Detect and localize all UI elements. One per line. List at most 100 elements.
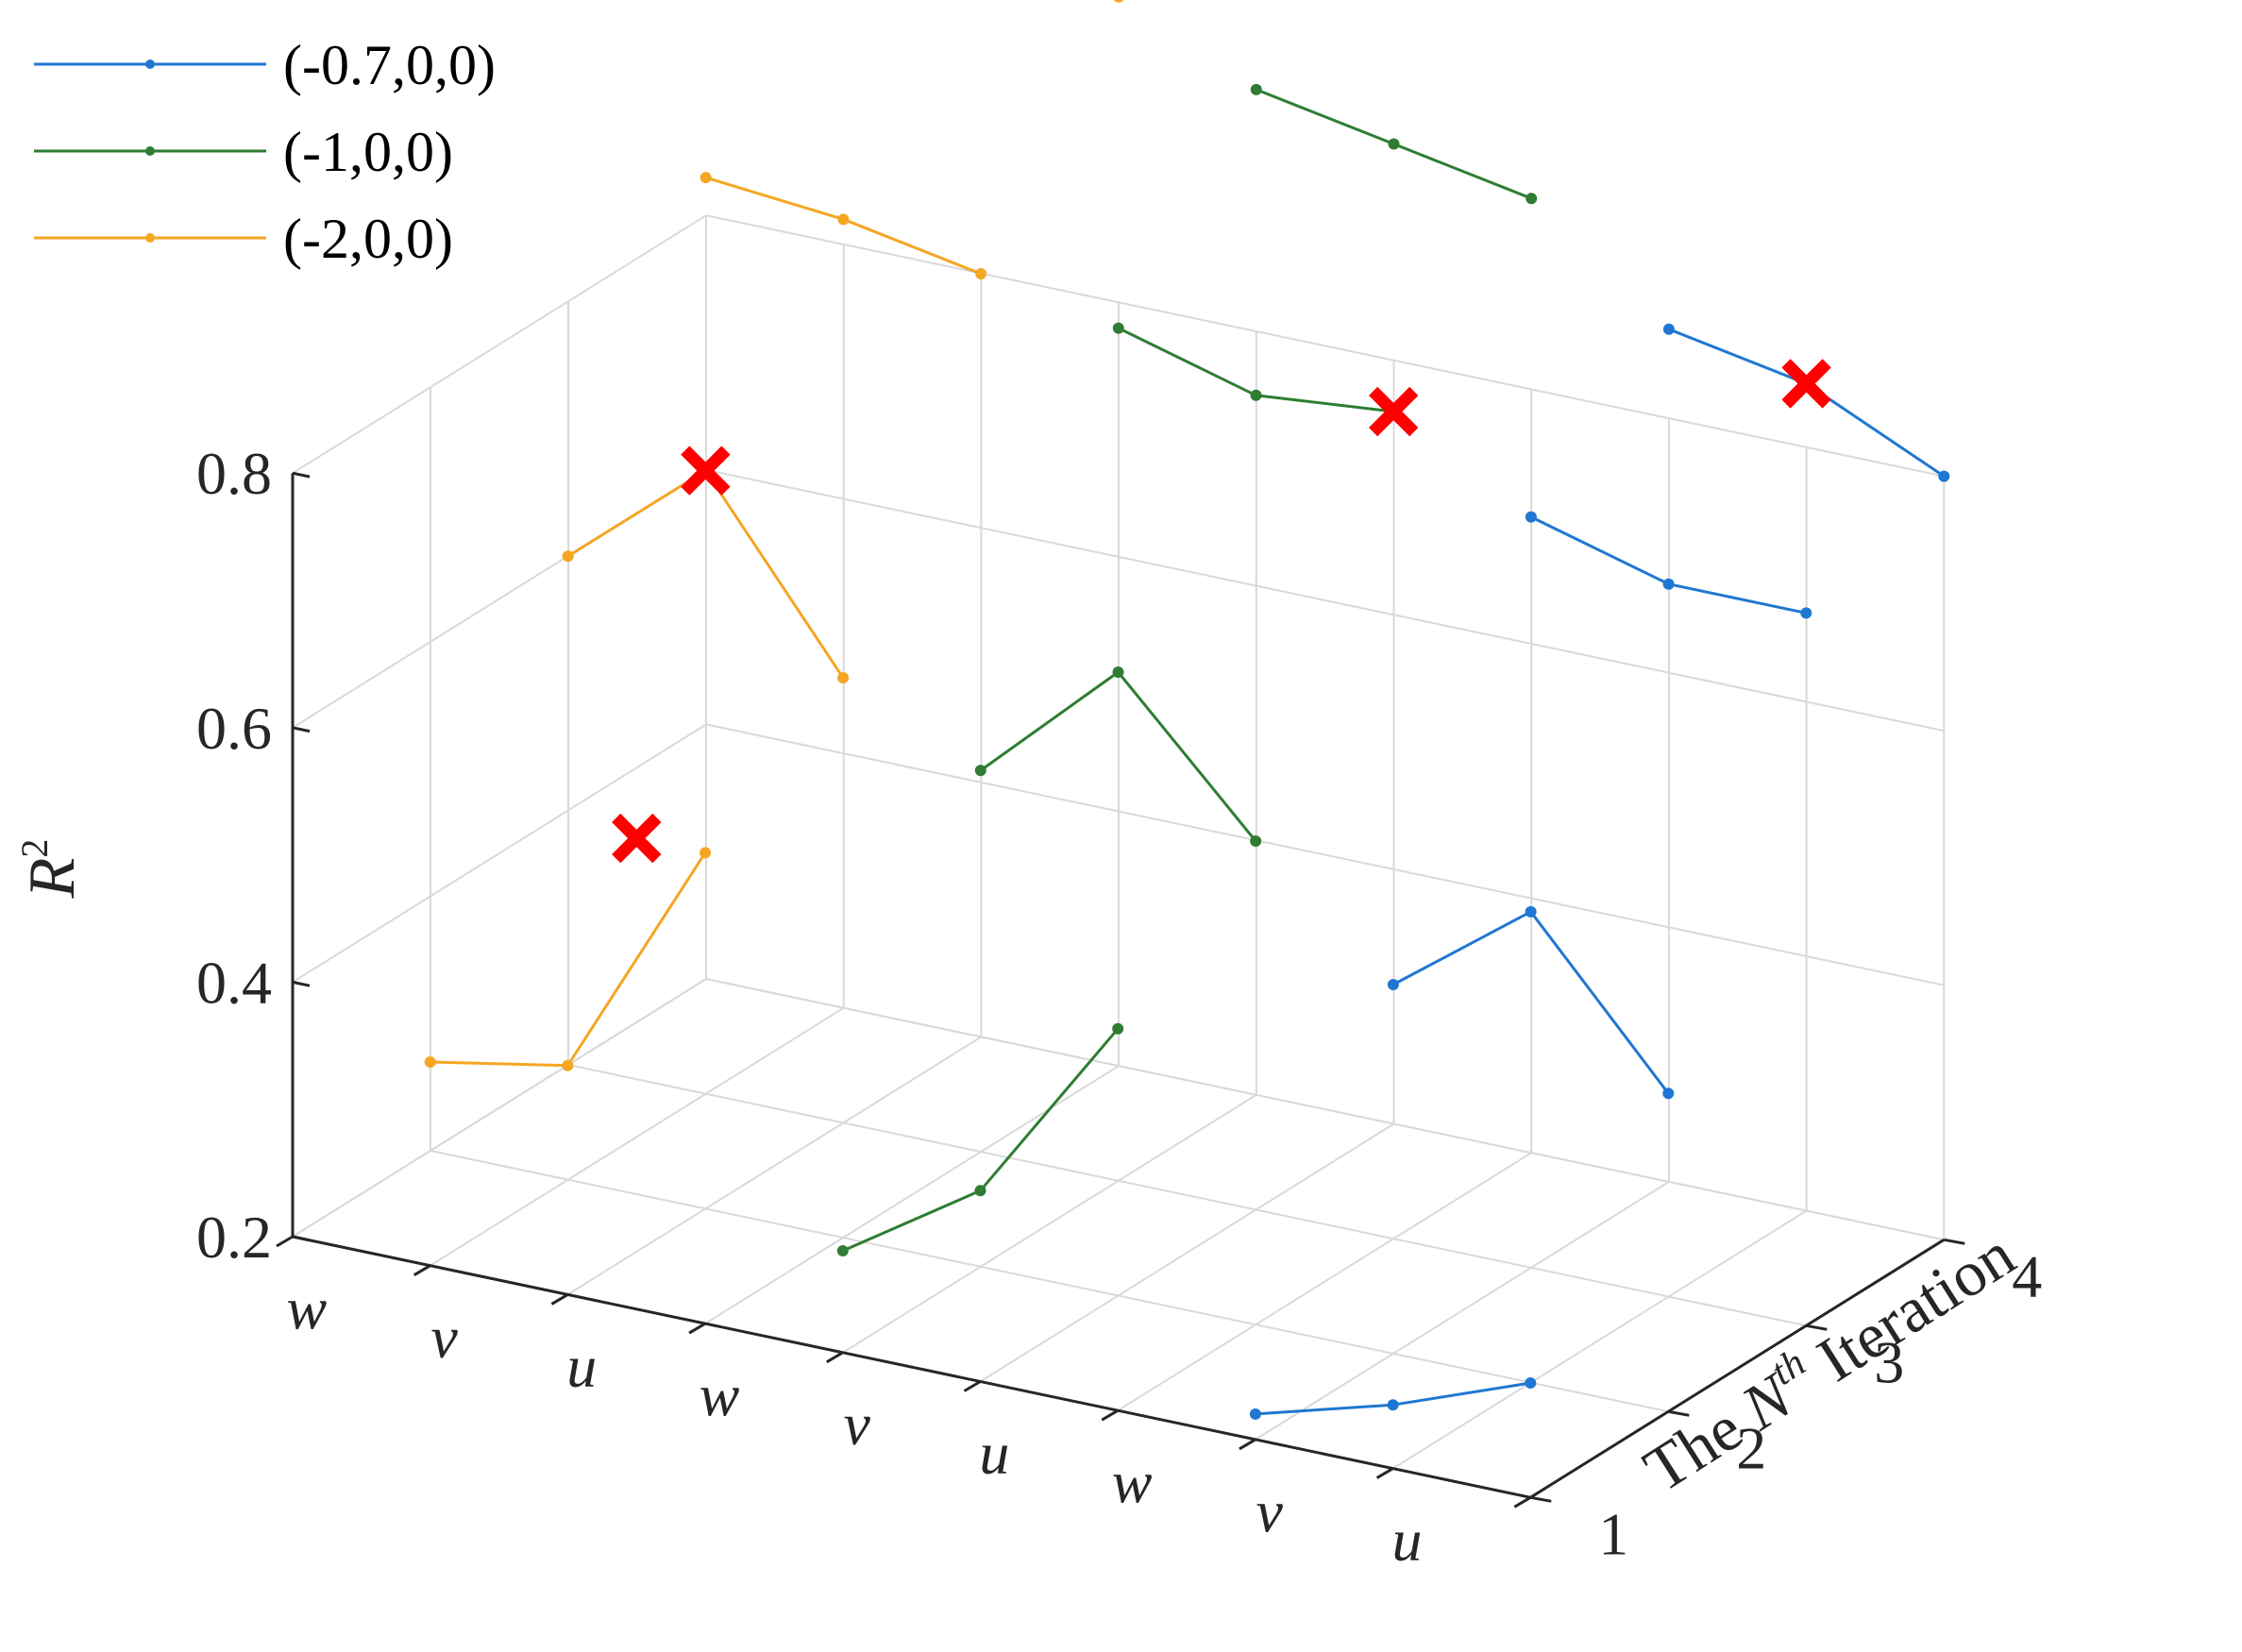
data-point	[700, 847, 712, 859]
data-point	[424, 1056, 436, 1069]
grid-floor-depth	[1117, 1152, 1532, 1412]
x-tick	[1101, 1408, 1119, 1422]
iteration-tick	[1530, 1495, 1552, 1503]
iteration-tick	[1944, 1238, 1965, 1245]
iteration-axis-label-suffix: Iteration	[1792, 1218, 2027, 1404]
legend-label-0: (-0.7,0,0)	[283, 34, 496, 96]
iteration-tick	[1806, 1323, 1828, 1331]
grid-back-horizontal	[705, 214, 1945, 478]
data-point	[1387, 1399, 1399, 1411]
legend-item-2: (-2,0,0)	[34, 208, 453, 270]
data-point	[1112, 322, 1124, 334]
legend-dot-2	[145, 233, 155, 243]
data-point	[1938, 470, 1950, 482]
highlight-marker	[1781, 359, 1831, 409]
x-category-label: v	[1256, 1477, 1284, 1544]
x-tick	[1513, 1496, 1532, 1509]
y-tick-label: 0.4	[196, 949, 272, 1016]
y-tick-label: 0.6	[196, 695, 272, 762]
grid-floor-depth	[1392, 1209, 1808, 1470]
x-category-label: w	[287, 1274, 328, 1341]
legend-item-1: (-1,0,0)	[34, 121, 453, 183]
data-point	[1114, 0, 1124, 3]
data-point	[837, 671, 850, 683]
grid-side-horizontal	[292, 214, 707, 475]
iteration-axis-line	[1529, 1239, 1946, 1499]
data-point	[1250, 389, 1262, 401]
y-tick-label: 0.2	[196, 1204, 272, 1271]
data-point	[1525, 1376, 1537, 1389]
y-tick	[292, 471, 311, 479]
marker-stroke	[1781, 359, 1831, 409]
grid-floor-depth	[842, 1093, 1257, 1354]
grid-floor-depth	[1255, 1181, 1670, 1441]
x-tick	[963, 1380, 982, 1392]
grid-floor-depth	[566, 1036, 982, 1296]
y-tick	[292, 726, 311, 733]
series-line	[842, 1027, 1120, 1253]
iteration-tick-label: 2	[1736, 1414, 1766, 1481]
data-point	[562, 550, 574, 563]
data-point	[1526, 193, 1538, 205]
grid-layer	[292, 214, 1946, 1499]
data-point	[1525, 511, 1537, 523]
data-point	[837, 213, 850, 226]
x-tick	[550, 1293, 569, 1306]
legend-label-1: (-1,0,0)	[283, 121, 453, 183]
x-category-label: v	[430, 1304, 458, 1371]
axes-layer	[276, 471, 1965, 1509]
data-point	[1250, 83, 1262, 95]
data-point	[975, 267, 987, 279]
grid-floor-width	[567, 1064, 1807, 1327]
y-axis-label: R2	[13, 839, 89, 900]
x-tick	[413, 1264, 431, 1276]
x-tick	[688, 1322, 706, 1335]
data-point	[836, 1244, 849, 1256]
x-tick	[826, 1351, 844, 1364]
labels-layer: 0.2 0.4 0.6 0.8 w v u w v u w v u 1 2 3 4	[196, 440, 2042, 1574]
x-category-label: u	[979, 1420, 1009, 1487]
x-category-label: u	[566, 1333, 597, 1400]
data-point	[1249, 1408, 1261, 1420]
legend-dot-0	[145, 59, 155, 69]
legend-dot-1	[145, 146, 155, 156]
marker-stroke	[681, 446, 731, 496]
series-layer	[424, 0, 1950, 1420]
marker-stroke	[1369, 386, 1419, 437]
data-point	[1662, 323, 1675, 335]
x-tick	[276, 1235, 294, 1248]
iteration-tick	[1668, 1409, 1690, 1417]
highlight-marker	[612, 813, 662, 864]
data-point	[1250, 834, 1262, 847]
data-point	[1387, 978, 1399, 990]
iteration-tick-label: 1	[1598, 1500, 1628, 1567]
x-axis-line	[292, 1235, 1531, 1499]
grid-floor-depth	[430, 1006, 845, 1267]
grid-floor-width	[430, 1150, 1669, 1413]
grid-floor-width	[705, 978, 1945, 1241]
legend-item-0: (-0.7,0,0)	[34, 34, 496, 96]
marker-stroke	[612, 813, 662, 864]
highlight-marker	[681, 446, 731, 496]
data-point	[1525, 905, 1537, 918]
data-point	[1662, 1087, 1675, 1100]
y-axis-label-main: R	[16, 858, 89, 900]
markers-layer	[612, 359, 1831, 864]
grid-floor-depth	[292, 978, 707, 1238]
grid-back-horizontal	[705, 723, 1945, 986]
data-point	[1388, 138, 1400, 150]
x-category-label: v	[843, 1391, 870, 1458]
data-point	[1112, 1022, 1124, 1035]
data-point	[700, 172, 712, 184]
x-category-label: w	[700, 1361, 740, 1428]
iteration-tick-label: 4	[2012, 1242, 2042, 1309]
data-point	[1112, 666, 1124, 678]
data-point	[562, 1059, 574, 1071]
legend: (-0.7,0,0) (-1,0,0) (-2,0,0)	[34, 34, 496, 270]
grid-back-horizontal	[705, 468, 1945, 733]
data-point	[974, 765, 986, 777]
y-axis-label-superscript: 2	[13, 839, 56, 858]
grid-side-horizontal	[292, 723, 707, 984]
grid-floor-depth	[979, 1122, 1395, 1383]
